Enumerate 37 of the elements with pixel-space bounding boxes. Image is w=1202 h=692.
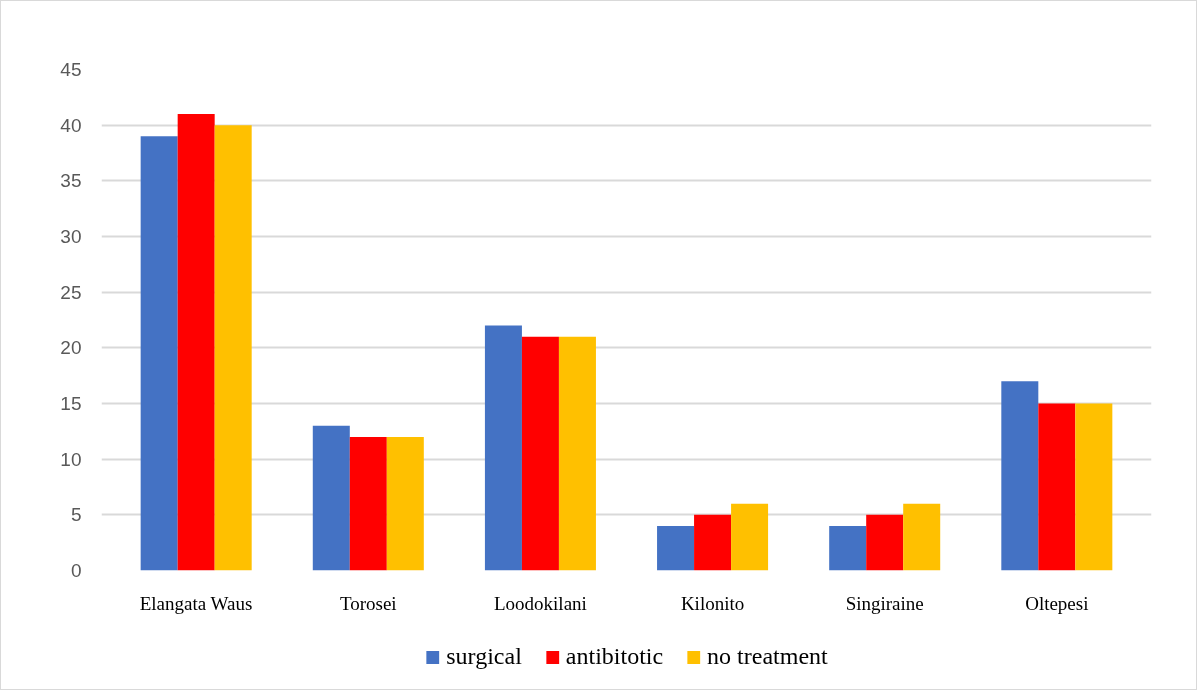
bar bbox=[1075, 403, 1113, 571]
legend-label: no treatment bbox=[707, 643, 828, 670]
bar bbox=[829, 525, 867, 571]
x-tick-label: Elangata Waus bbox=[139, 592, 253, 614]
bar bbox=[214, 125, 252, 571]
bar bbox=[1001, 381, 1039, 571]
y-tick-label: 0 bbox=[70, 560, 82, 581]
x-tick-label: Singiraine bbox=[845, 592, 924, 614]
legend-label: surgical bbox=[446, 643, 522, 670]
bar bbox=[558, 336, 596, 571]
x-tick-label: Kilonito bbox=[680, 592, 745, 614]
bar bbox=[349, 436, 387, 571]
x-tick-label: Torosei bbox=[339, 592, 397, 614]
bar bbox=[484, 325, 522, 571]
bar bbox=[312, 425, 350, 571]
bar bbox=[1038, 403, 1076, 571]
y-tick-label: 15 bbox=[60, 393, 82, 414]
bar bbox=[521, 336, 559, 571]
legend-label: antibitotic bbox=[565, 643, 664, 670]
y-tick-label: 20 bbox=[60, 337, 82, 359]
bar bbox=[866, 514, 904, 571]
bar bbox=[694, 514, 732, 571]
bar bbox=[386, 436, 424, 571]
x-tick-label: Loodokilani bbox=[494, 592, 587, 614]
y-tick-label: 25 bbox=[60, 281, 82, 303]
x-tick-label: Oltepesi bbox=[1025, 592, 1089, 614]
y-tick-label: 45 bbox=[60, 59, 82, 80]
bar bbox=[657, 525, 695, 571]
y-tick-label: 5 bbox=[70, 504, 82, 526]
bar bbox=[177, 114, 215, 571]
y-tick-label: 35 bbox=[60, 170, 82, 192]
bar bbox=[903, 503, 941, 571]
y-tick-label: 10 bbox=[60, 448, 82, 470]
bar bbox=[140, 136, 178, 571]
y-tick-label: 40 bbox=[60, 114, 82, 136]
bar bbox=[731, 503, 769, 571]
y-tick-label: 30 bbox=[60, 226, 82, 247]
